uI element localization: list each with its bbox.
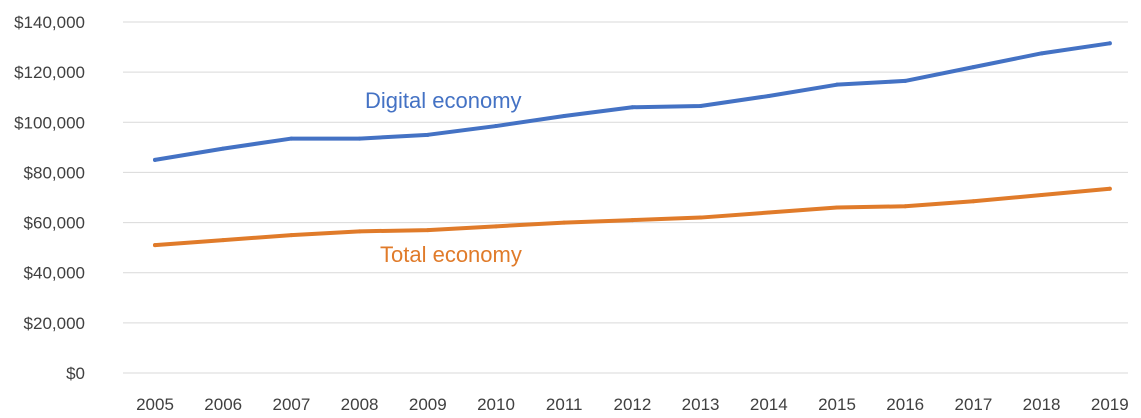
y-tick-label: $20,000 bbox=[24, 314, 85, 333]
digital-economy-point bbox=[971, 65, 976, 70]
x-tick-label: 2008 bbox=[341, 395, 379, 414]
x-tick-label: 2005 bbox=[136, 395, 174, 414]
total-economy-point bbox=[698, 215, 703, 220]
y-tick-label: $80,000 bbox=[24, 163, 85, 182]
digital-economy-point bbox=[153, 157, 157, 162]
digital-economy-point bbox=[425, 132, 430, 137]
y-axis-tick-labels: $0 $20,000 $40,000 $60,000 $80,000 $100,000 $1… bbox=[14, 13, 85, 383]
digital-economy-point bbox=[221, 146, 226, 151]
x-tick-label: 2013 bbox=[682, 395, 720, 414]
x-tick-label: 2016 bbox=[886, 395, 924, 414]
total-economy-point bbox=[221, 238, 226, 243]
x-tick-label: 2014 bbox=[750, 395, 788, 414]
total-economy-point bbox=[630, 218, 635, 223]
total-economy-line bbox=[153, 186, 1112, 248]
x-tick-label: 2017 bbox=[954, 395, 992, 414]
digital-economy-label: Digital economy bbox=[365, 88, 522, 113]
y-tick-label: $120,000 bbox=[14, 63, 85, 82]
y-tick-label: $40,000 bbox=[24, 264, 85, 283]
total-economy-point bbox=[766, 210, 771, 215]
total-economy-point bbox=[835, 205, 839, 210]
total-economy-point bbox=[357, 229, 362, 234]
total-economy-point bbox=[289, 233, 294, 238]
digital-economy-point bbox=[698, 103, 703, 108]
x-tick-label: 2011 bbox=[546, 395, 583, 414]
total-economy-point bbox=[903, 204, 908, 209]
x-tick-label: 2018 bbox=[1023, 395, 1061, 414]
digital-economy-point bbox=[835, 82, 839, 87]
total-economy-point bbox=[562, 220, 567, 225]
total-economy-point bbox=[494, 224, 498, 229]
digital-economy-point bbox=[289, 136, 294, 141]
x-tick-label: 2019 bbox=[1091, 395, 1129, 414]
digital-economy-point bbox=[903, 78, 908, 83]
y-tick-label: $0 bbox=[66, 364, 85, 383]
digital-economy-line bbox=[153, 41, 1112, 162]
total-economy-point bbox=[1107, 186, 1112, 191]
x-tick-label: 2010 bbox=[477, 395, 515, 414]
digital-economy-point bbox=[630, 105, 635, 110]
x-tick-label: 2015 bbox=[818, 395, 856, 414]
total-economy-label: Total economy bbox=[380, 242, 522, 267]
digital-economy-point bbox=[562, 114, 567, 119]
total-economy-point bbox=[425, 228, 430, 233]
x-tick-label: 2009 bbox=[409, 395, 447, 414]
y-tick-label: $60,000 bbox=[24, 214, 85, 233]
series-lines bbox=[153, 41, 1112, 248]
gridlines bbox=[123, 21, 1128, 374]
y-tick-label: $140,000 bbox=[14, 13, 85, 32]
digital-economy-point bbox=[1107, 41, 1112, 46]
x-tick-label: 2007 bbox=[272, 395, 310, 414]
y-tick-label: $100,000 bbox=[14, 113, 85, 132]
x-tick-label: 2006 bbox=[204, 395, 242, 414]
x-tick-label: 2012 bbox=[613, 395, 651, 414]
digital-economy-point bbox=[494, 124, 498, 129]
total-economy-point bbox=[971, 199, 976, 204]
x-axis-tick-labels: 2005 2006 2007 2008 2009 2010 2011 2012 2013 2014… bbox=[136, 395, 1129, 414]
total-economy-point bbox=[153, 243, 157, 248]
digital-economy-point bbox=[766, 93, 771, 98]
series-labels: Digital economy Total economy bbox=[365, 88, 522, 267]
total-economy-point bbox=[1039, 192, 1044, 197]
digital-economy-point bbox=[1039, 51, 1044, 56]
digital-economy-point bbox=[357, 136, 362, 141]
